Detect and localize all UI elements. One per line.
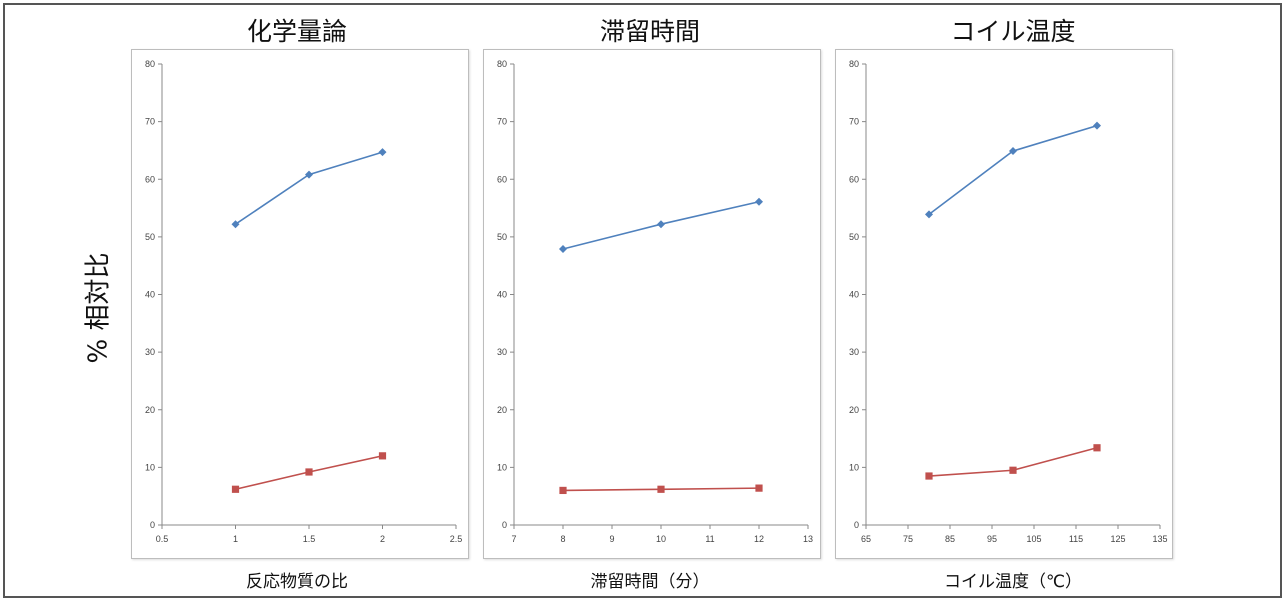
x-tick-label: 115 <box>1069 534 1083 544</box>
x-tick-label: 125 <box>1110 534 1125 544</box>
y-tick-label: 70 <box>145 117 155 127</box>
x-tick-label: 1.5 <box>303 534 316 544</box>
data-point-diamond <box>378 148 387 157</box>
data-point-square <box>305 468 313 476</box>
chart-coil-temperature: 0 10 20 30 40 50 60 70 80 65 75 85 95 105 115 125 135 <box>849 59 1168 544</box>
y-tick-label: 70 <box>497 117 507 127</box>
chart-title-residence-time: 滞留時間 <box>599 17 700 46</box>
y-tick-label: 0 <box>854 520 859 530</box>
data-point-square <box>559 486 567 495</box>
chart-panel-residence-time: 0 10 20 30 40 50 60 70 80 7 8 9 10 11 12 13 <box>483 49 821 559</box>
chart-title-stoichiometry: 化学量論 <box>246 17 347 46</box>
y-tick-label: 40 <box>497 290 507 300</box>
x-tick-label: 105 <box>1026 534 1041 544</box>
series-line-1 <box>235 151 383 225</box>
x-tick-label: 7 <box>511 534 516 544</box>
chart-residence-time: 0 10 20 30 40 50 60 70 80 7 8 9 10 11 12 13 <box>497 59 813 544</box>
x-tick-label: 2 <box>380 534 385 544</box>
y-tick-label: 50 <box>145 232 155 242</box>
x-axis-label-residence-time: 滞留時間（分） <box>590 572 710 592</box>
x-tick-label: 10 <box>656 534 666 544</box>
y-tick-label: 60 <box>849 174 859 184</box>
x-tick-label: 95 <box>987 534 997 544</box>
chart-panel-coil-temperature: 0 10 20 30 40 50 60 70 80 65 75 85 95 105 115 125 135 <box>835 49 1173 559</box>
y-tick-label: 10 <box>849 462 859 472</box>
data-point-diamond <box>925 210 933 219</box>
x-tick-label: 135 <box>1152 534 1167 544</box>
data-point-diamond <box>305 170 313 179</box>
x-axis-label-coil-temperature: コイル温度（℃） <box>943 572 1083 592</box>
x-tick-label: 75 <box>903 534 913 544</box>
y-tick-label: 40 <box>849 290 859 300</box>
y-tick-label: 0 <box>150 520 155 530</box>
series-line-1 <box>928 124 1098 216</box>
x-tick-label: 85 <box>945 534 955 544</box>
y-tick-label: 10 <box>145 462 155 472</box>
data-point-square <box>755 484 763 492</box>
data-point-diamond <box>559 244 567 253</box>
y-tick-label: 30 <box>497 347 507 357</box>
y-tick-label: 60 <box>145 174 155 184</box>
x-tick-label: 65 <box>861 534 871 544</box>
y-tick-label: 20 <box>497 405 507 415</box>
data-point-square <box>378 452 387 460</box>
x-tick-label: 11 <box>705 534 714 544</box>
x-tick-label: 1 <box>233 534 238 544</box>
y-tick-label: 60 <box>497 174 507 184</box>
y-tick-label: 80 <box>849 59 859 69</box>
y-tick-label: 0 <box>502 520 507 530</box>
x-tick-label: 8 <box>560 534 565 544</box>
y-tick-label: 20 <box>145 405 155 415</box>
data-point-diamond <box>1009 147 1017 156</box>
data-point-square <box>657 485 665 493</box>
data-point-diamond <box>755 197 763 206</box>
x-tick-label: 9 <box>609 534 614 544</box>
y-tick-label: 70 <box>849 117 859 127</box>
x-axis-label-stoichiometry: 反応物質の比 <box>246 572 348 592</box>
y-tick-label: 40 <box>145 290 155 300</box>
x-tick-label: 13 <box>803 534 813 544</box>
y-tick-label: 20 <box>849 405 859 415</box>
y-tick-label: 80 <box>145 59 155 69</box>
data-point-diamond <box>231 220 240 229</box>
y-tick-label: 30 <box>145 347 155 357</box>
y-tick-label: 50 <box>849 232 859 242</box>
data-point-square <box>925 472 933 480</box>
x-tick-label: 12 <box>754 534 764 544</box>
data-point-square <box>1093 444 1101 452</box>
y-tick-label: 30 <box>849 347 859 357</box>
data-point-square <box>1009 466 1017 474</box>
data-point-diamond <box>657 220 665 229</box>
y-tick-label: 80 <box>497 59 507 69</box>
x-tick-label: 2.5 <box>450 534 463 544</box>
y-axis-label: % 相対比 <box>83 252 114 364</box>
x-tick-label: 0.5 <box>156 534 169 544</box>
y-tick-label: 50 <box>497 232 507 242</box>
data-point-diamond <box>1093 121 1101 130</box>
y-tick-label: 10 <box>497 462 507 472</box>
chart-panel-stoichiometry: 0 10 20 30 40 50 60 70 80 0.5 1 1.5 2 2.5 <box>131 49 469 559</box>
chart-title-coil-temperature: コイル温度 <box>950 17 1076 46</box>
data-point-square <box>231 485 240 493</box>
chart-stoichiometry: 0 10 20 30 40 50 60 70 80 0.5 1 1.5 2 2.5 <box>145 59 463 544</box>
